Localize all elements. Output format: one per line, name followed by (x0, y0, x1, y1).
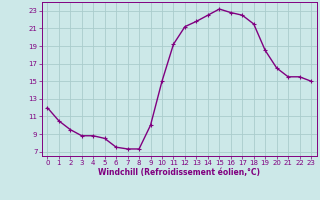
X-axis label: Windchill (Refroidissement éolien,°C): Windchill (Refroidissement éolien,°C) (98, 168, 260, 177)
